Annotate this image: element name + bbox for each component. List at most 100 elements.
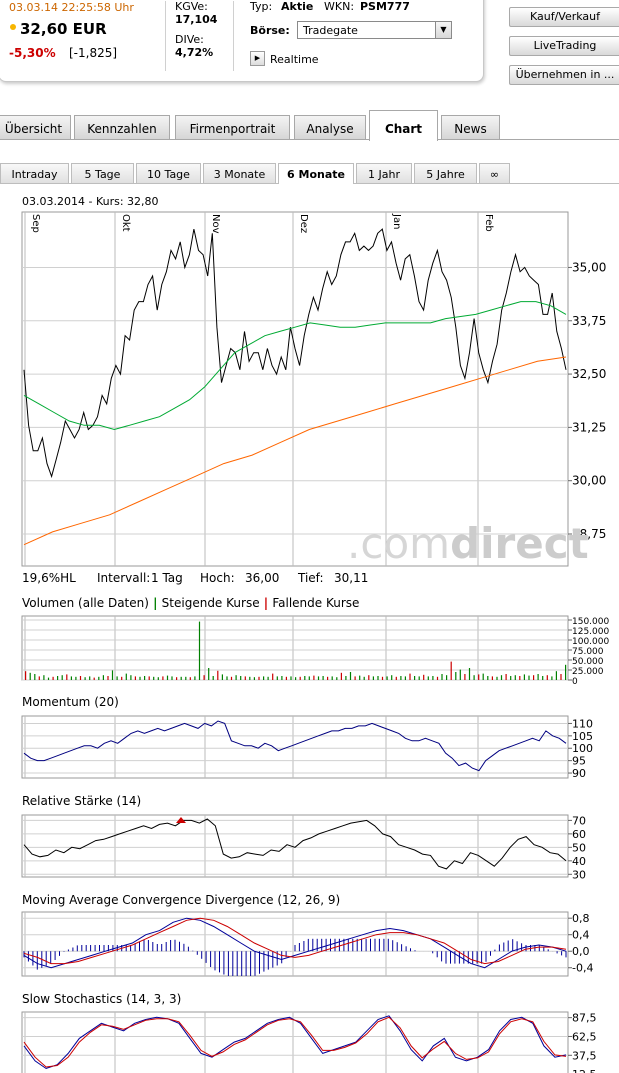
- stat-low-label: Tief:: [298, 571, 324, 585]
- volume-bar: [240, 676, 242, 680]
- volume-bar: [446, 675, 448, 680]
- kgv-value: 17,104: [175, 13, 218, 26]
- volume-bar: [194, 676, 196, 680]
- volume-bar: [468, 668, 471, 680]
- kauf-verkauf-button[interactable]: Kauf/Verkauf: [509, 7, 619, 27]
- volume-bar: [111, 670, 114, 680]
- stat-low-value: 30,11: [334, 571, 369, 585]
- x-month-label: Dez: [298, 214, 309, 233]
- volume-bar: [189, 677, 191, 680]
- volume-bar: [363, 676, 365, 680]
- boerse-select-value: Tradegate: [303, 24, 358, 37]
- volume-bar: [510, 676, 512, 680]
- y-tick-label: 125.000: [572, 627, 609, 637]
- volume-bar: [272, 673, 274, 680]
- volume-bar: [391, 675, 393, 680]
- volume-bar: [144, 676, 146, 680]
- y-tick-label: 150.000: [572, 617, 609, 627]
- boerse-select[interactable]: Tradegate ▼: [297, 21, 452, 39]
- plot-frame: [21, 814, 569, 878]
- volume-bar: [281, 676, 283, 680]
- volume-bar: [25, 671, 27, 680]
- volume-bar: [93, 677, 95, 680]
- uebernehmen-button[interactable]: Übernehmen in ...: [509, 65, 619, 85]
- y-tick-label: 70: [572, 814, 586, 827]
- quote-datetime: 03.03.14 22:25:58 Uhr: [9, 1, 134, 14]
- period-tab-5-jahre[interactable]: 5 Jahre: [414, 163, 477, 183]
- y-tick-label: 87,5: [572, 1012, 597, 1025]
- volume-bar: [533, 675, 535, 680]
- volume-bar: [313, 675, 315, 680]
- period-tab-1-jahr[interactable]: 1 Jahr: [356, 163, 412, 183]
- volume-bar: [487, 676, 489, 680]
- volume-bar: [368, 675, 370, 680]
- volume-bar: [537, 674, 539, 680]
- stoch-line-d: [23, 1016, 567, 1068]
- volume-bar: [565, 664, 567, 680]
- volume-bar: [75, 676, 77, 680]
- volume-bar: [299, 676, 301, 680]
- watermark-dot: .comdirect: [347, 519, 589, 568]
- macd-title: Moving Average Convergence Divergence (1…: [22, 893, 341, 907]
- chart-header: 03.03.2014 - Kurs: 32,80: [22, 195, 159, 208]
- tab-uebersicht[interactable]: Übersicht: [0, 115, 71, 139]
- tab-firmenportrait[interactable]: Firmenportrait: [175, 115, 290, 139]
- y-tick-label: 100: [572, 742, 593, 755]
- realtime-label[interactable]: Realtime: [270, 53, 319, 66]
- y-tick-label: 31,25: [572, 420, 606, 434]
- volume-bar: [340, 672, 342, 680]
- volume-bar: [61, 675, 63, 680]
- period-tab-5-tage[interactable]: 5 Tage: [71, 163, 134, 183]
- y-tick-label: 30,00: [572, 474, 606, 488]
- volume-bar: [381, 676, 384, 680]
- plot-frame: [21, 911, 569, 977]
- realtime-button[interactable]: ▶: [250, 51, 265, 66]
- tab-chart[interactable]: Chart: [369, 110, 438, 141]
- macd-chart[interactable]: 0,8 0,4 0,0 -0,4: [0, 908, 619, 980]
- volume-bar: [404, 676, 406, 680]
- stoch-chart[interactable]: 87,5 62,5 37,5 12,5: [0, 1008, 619, 1073]
- macd-line-macd: [23, 917, 567, 969]
- y-tick-label: 60: [572, 828, 586, 841]
- y-tick-label: 95: [572, 755, 586, 768]
- volume-bar: [414, 676, 416, 680]
- volume-bar: [523, 674, 525, 680]
- wkn-label: WKN:: [324, 0, 355, 13]
- y-tick-label: 0: [572, 677, 578, 684]
- volume-bar: [450, 661, 452, 680]
- y-tick-label: 50: [572, 841, 586, 854]
- period-tab-3-monate[interactable]: 3 Monate: [203, 163, 276, 183]
- tab-bar-line: [0, 139, 619, 140]
- y-tick-label: 0,0: [572, 945, 590, 958]
- tab-analyse[interactable]: Analyse: [294, 115, 366, 139]
- volume-bar: [134, 676, 136, 680]
- stat-high-label: Hoch:: [200, 571, 235, 585]
- tab-news[interactable]: News: [441, 115, 500, 139]
- period-tab-intraday[interactable]: Intraday: [0, 163, 69, 183]
- volume-bar: [98, 676, 100, 680]
- volume-bar: [70, 676, 72, 680]
- y-tick-label: 28,75: [572, 527, 606, 541]
- y-tick-label: 110: [572, 717, 593, 730]
- tab-kennzahlen[interactable]: Kennzahlen: [74, 115, 170, 139]
- volume-bar: [171, 676, 173, 680]
- volume-bar: [436, 676, 439, 680]
- period-tab-10-tage[interactable]: 10 Tage: [136, 163, 201, 183]
- volume-bar: [84, 677, 86, 680]
- volume-bar: [226, 676, 228, 680]
- period-tab-6-monate[interactable]: 6 Monate: [278, 163, 354, 184]
- volume-bar: [52, 676, 54, 680]
- chevron-down-icon: ▼: [435, 22, 451, 38]
- livetrading-button[interactable]: LiveTrading: [509, 36, 619, 56]
- volume-bar: [125, 673, 127, 680]
- period-tab-all[interactable]: ∞: [479, 163, 510, 183]
- stat-interval-label: Intervall:: [97, 571, 151, 585]
- price-chart[interactable]: 35,00 33,75 32,50 31,25 30,00 28,75 Sep Okt Nov D…: [0, 208, 619, 568]
- y-tick-label: 0,4: [572, 929, 590, 942]
- div-label: DIVe:: [175, 33, 204, 46]
- volume-bar: [418, 676, 420, 680]
- volume-bar: [482, 673, 484, 680]
